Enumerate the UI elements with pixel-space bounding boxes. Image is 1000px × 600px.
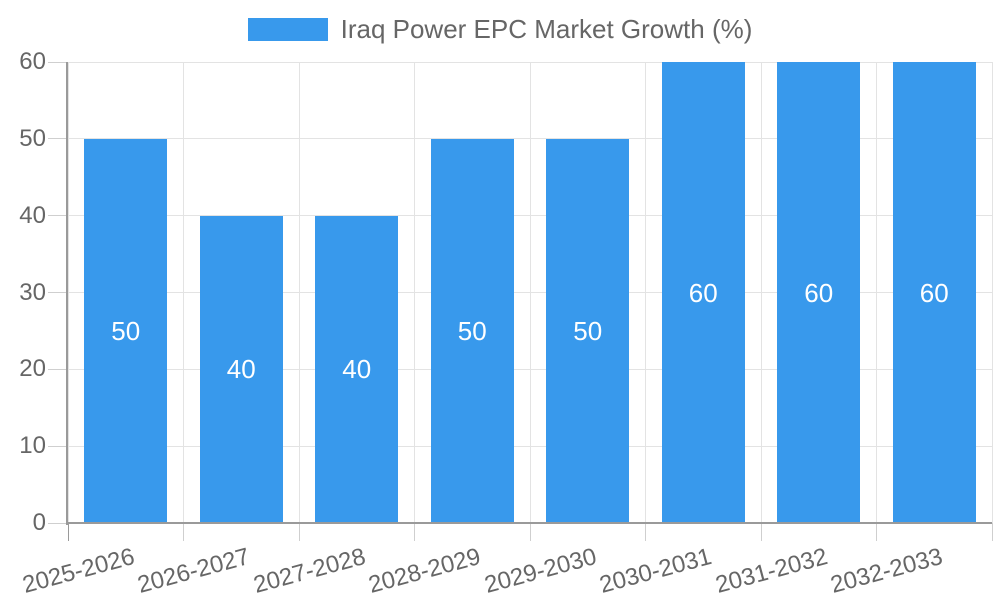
y-axis-tick-label: 40 [19,201,46,229]
x-gridline [760,62,762,523]
x-axis-tick-label: 2032-2033 [828,543,946,599]
legend-item[interactable]: Iraq Power EPC Market Growth (%) [247,14,753,45]
bar[interactable] [661,62,745,523]
x-axis-tick-label: 2031-2032 [712,543,831,599]
y-axis-tick-label: 0 [32,509,46,536]
bar[interactable] [777,62,861,523]
bar[interactable] [546,138,630,523]
y-tick-mark [48,61,66,63]
bar[interactable] [430,138,514,523]
x-gridline [991,62,993,523]
legend-swatch-icon [247,18,328,41]
bar[interactable] [892,62,976,523]
x-tick-mark [991,523,993,541]
bar-value-label: 60 [804,277,834,308]
bar-value-label: 50 [111,315,141,346]
x-tick-mark [645,523,646,541]
bar-value-label: 50 [573,315,603,346]
x-axis-tick-label: 2027-2028 [250,543,369,599]
bar[interactable] [315,215,399,523]
bar[interactable] [199,215,283,523]
y-tick-mark [48,445,66,447]
x-gridline [876,62,877,523]
x-tick-mark [414,523,415,541]
legend: Iraq Power EPC Market Growth (%) [0,14,1000,45]
y-axis-line [66,62,68,525]
x-tick-mark [876,523,877,541]
x-tick-mark [67,523,69,541]
x-tick-mark [298,523,300,541]
x-axis-tick-label: 2029-2030 [481,543,600,599]
x-gridline [183,62,184,523]
y-tick-mark [48,368,66,370]
bar-value-label: 40 [342,354,372,385]
y-axis-tick-label: 30 [19,278,46,306]
x-tick-mark [529,523,531,541]
x-tick-mark [760,523,762,541]
bar-value-label: 50 [457,315,487,346]
x-axis-tick-label: 2026-2027 [135,543,253,599]
y-axis-tick-label: 60 [19,48,46,75]
x-axis-line [66,522,992,524]
y-tick-mark [48,522,66,524]
y-tick-mark [48,292,66,293]
x-gridline [529,62,531,523]
x-gridline [298,62,300,523]
bar-value-label: 60 [919,277,949,308]
y-tick-mark [48,138,66,140]
x-gridline [414,62,415,523]
bar-value-label: 40 [226,354,256,385]
x-gridline [645,62,646,523]
x-axis-tick-label: 2028-2029 [366,543,484,599]
legend-label: Iraq Power EPC Market Growth (%) [340,14,753,44]
y-axis-tick-label: 10 [19,432,46,460]
y-tick-mark [48,215,66,217]
x-tick-mark [183,523,184,541]
y-axis-tick-label: 50 [19,124,46,152]
x-gridline [67,62,69,523]
bar-value-label: 60 [688,277,718,308]
bar[interactable] [84,138,168,523]
y-axis-tick-label: 20 [19,355,46,383]
x-axis-tick-label: 2025-2026 [19,543,138,599]
x-axis-tick-label: 2030-2031 [597,543,715,599]
